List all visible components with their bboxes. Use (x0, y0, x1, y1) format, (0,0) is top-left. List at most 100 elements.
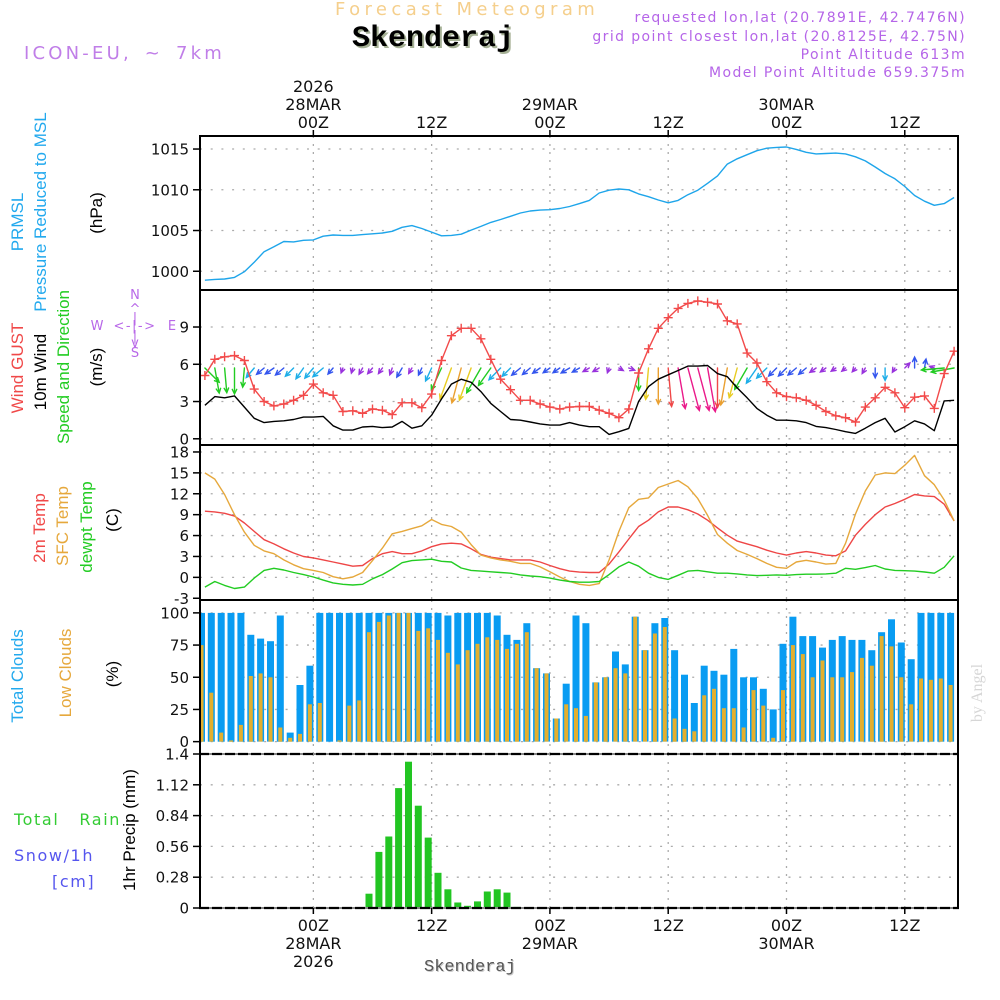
bar-rain (503, 892, 511, 908)
marker-gust (831, 411, 841, 421)
marker-gust (486, 354, 496, 364)
bar-low_clouds (741, 727, 746, 742)
bar-total_clouds (326, 612, 334, 742)
bar-low_clouds (367, 632, 371, 742)
bar-total_clouds (690, 703, 698, 742)
marker-gust (584, 402, 594, 411)
marker-gust (693, 296, 703, 306)
marker-gust (476, 334, 486, 344)
bar-low_clouds (593, 682, 598, 742)
bar-low_clouds (495, 639, 500, 742)
snow-unit-label: [cm] (52, 872, 96, 891)
bar-rain (395, 788, 403, 908)
time-label-top: 12Z (653, 113, 684, 132)
wind-arrow (388, 367, 395, 377)
marker-gust (358, 408, 368, 418)
marker-gust (762, 377, 772, 387)
compass-stem-lower: | (132, 329, 138, 344)
wind-arrow (882, 367, 888, 383)
wind-arrow (872, 367, 879, 380)
ytick-label-precip: 0.28 (156, 869, 189, 887)
time-label-bottom: 12Z (653, 916, 684, 935)
marker-gust (939, 369, 949, 379)
marker-gust (860, 402, 870, 412)
marker-gust (703, 297, 713, 307)
marker-gust (910, 392, 920, 402)
wind-arrow (339, 367, 346, 375)
bar-low_clouds (298, 733, 302, 742)
ytick-label-wind: 6 (179, 356, 189, 374)
wind-arrow (541, 367, 551, 374)
wind-arrow (706, 367, 718, 414)
bar-low_clouds (347, 705, 352, 742)
total-rain-label: Total Rain (14, 810, 121, 829)
marker-gust (446, 331, 456, 341)
wind-arrow (531, 367, 541, 375)
ytick-label-temp: -3 (174, 590, 189, 608)
ytick-label-temp: 6 (179, 527, 189, 545)
ytick-label-precip: 0.84 (156, 807, 189, 825)
marker-gust (683, 298, 693, 308)
marker-gust (663, 313, 673, 323)
wind-arrow (617, 365, 625, 372)
bar-low_clouds (396, 612, 401, 742)
wind-arrow (922, 357, 929, 369)
bar-low_clouds (229, 740, 233, 742)
bar-low_clouds (200, 645, 204, 742)
bar-low_clouds (928, 679, 933, 742)
ytick-label-temp: 9 (179, 506, 189, 524)
bar-low_clouds (386, 615, 391, 742)
marker-gust (732, 319, 742, 329)
panel-temp (200, 445, 958, 600)
wind-arrow (214, 367, 222, 395)
bar-low_clouds (781, 690, 785, 742)
time-label-top: 12Z (889, 113, 920, 132)
bar-rain (375, 851, 383, 908)
marker-gust (466, 323, 476, 333)
bar-low_clouds (376, 621, 381, 742)
time-label-bottom: 12Z (889, 916, 920, 935)
wind-arrow (777, 367, 788, 378)
compass-stem-upper: | (132, 311, 138, 326)
marker-gust (259, 397, 269, 406)
bar-low_clouds (544, 673, 549, 742)
bar-low_clouds (919, 678, 923, 742)
wind-arrow (919, 366, 945, 373)
time-label-bottom: 00Z (534, 916, 565, 935)
series-line-t2m (204, 493, 955, 574)
marker-gust (851, 417, 860, 427)
wind-arrow (767, 367, 778, 378)
marker-gust (348, 406, 358, 416)
marker-gust (535, 399, 545, 409)
bar-rain (424, 837, 432, 908)
wind-arrow (911, 355, 918, 369)
marker-gust (791, 393, 801, 403)
marker-gust (575, 402, 584, 411)
compass-west-label: W (90, 319, 104, 334)
bar-total_clouds (286, 732, 294, 742)
bar-low_clouds (751, 690, 756, 742)
bar-low_clouds (357, 700, 362, 742)
bar-total_clouds (276, 615, 284, 742)
date-label-bottom: 30MAR (758, 934, 814, 953)
compass-north-label: N (130, 288, 140, 303)
bar-low_clouds (258, 673, 263, 742)
marker-gust (920, 391, 929, 401)
bar-low_clouds (652, 633, 657, 742)
date-label-top: 29MAR (522, 95, 578, 114)
marker-gust (841, 413, 851, 423)
bar-low_clouds (761, 705, 766, 742)
point-altitude: Point Altitude 613m (800, 47, 966, 63)
marker-gust (456, 323, 466, 333)
date-label-bottom: 29MAR (522, 934, 578, 953)
bar-rain (454, 902, 462, 908)
marker-gust (289, 395, 299, 405)
marker-gust (880, 382, 890, 392)
wind-arrow (231, 367, 238, 396)
panel-pressure (200, 136, 958, 290)
bar-total_clouds (582, 623, 590, 742)
marker-gust (220, 352, 230, 362)
wind-arrow (551, 367, 561, 374)
wind-arrow (240, 367, 246, 389)
wind-arrow (349, 367, 356, 375)
